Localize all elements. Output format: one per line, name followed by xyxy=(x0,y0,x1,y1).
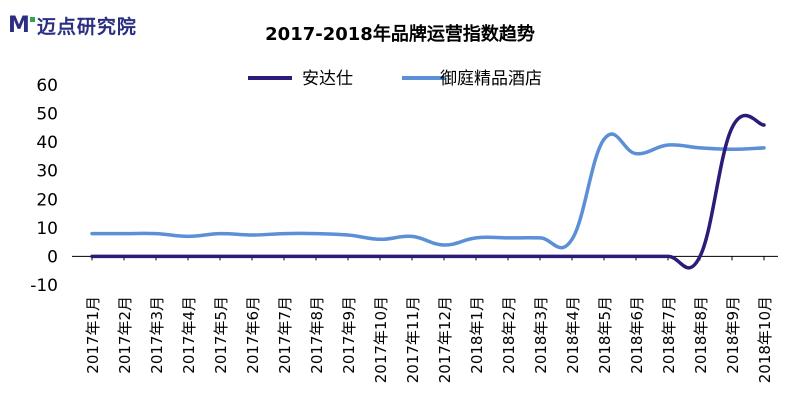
x-tick-label: 2017年4月 xyxy=(180,296,198,374)
x-tick-label: 2017年11月 xyxy=(404,296,422,383)
series-line-1 xyxy=(90,113,766,270)
x-tick-label: 2017年5月 xyxy=(212,296,230,374)
x-tick-label: 2018年7月 xyxy=(660,296,678,374)
x-tick-label: 2018年5月 xyxy=(596,296,614,374)
logo-mark: M xyxy=(8,12,30,38)
x-tick-label: 2017年1月 xyxy=(84,296,102,374)
x-tick-label: 2018年1月 xyxy=(468,296,486,374)
y-tick-label: 50 xyxy=(36,105,58,125)
logo-text: 迈点研究院 xyxy=(36,15,137,38)
legend-label-1: 安达仕 xyxy=(302,69,353,89)
x-tick-label: 2017年3月 xyxy=(148,296,166,374)
x-tick-label: 2018年10月 xyxy=(756,296,774,383)
legend-label-2: 御庭精品酒店 xyxy=(440,69,542,89)
y-tick-label: 60 xyxy=(36,76,58,96)
x-axis: 2017年1月 2017年2月 2017年3月 2017年4月 2017年5月 2017年… xyxy=(72,255,778,383)
x-tick-label: 2018年9月 xyxy=(724,296,742,374)
y-tick-label: 10 xyxy=(36,219,58,239)
x-tick-label: 2017年8月 xyxy=(308,296,326,374)
x-tick-label: 2017年9月 xyxy=(340,296,358,374)
y-tick-label: 20 xyxy=(36,190,58,210)
x-tick-label: 2018年2月 xyxy=(500,296,518,374)
logo-accent-dot xyxy=(29,16,35,22)
x-tick-label: 2017年2月 xyxy=(116,296,134,374)
y-tick-label: -10 xyxy=(30,276,58,296)
x-tick-label: 2017年10月 xyxy=(372,296,390,383)
y-axis: -10 0 10 20 30 40 50 60 xyxy=(30,76,58,296)
x-tick-label: 2018年8月 xyxy=(692,296,710,374)
legend: 安达仕 御庭精品酒店 xyxy=(248,69,542,89)
y-tick-label: 40 xyxy=(36,133,58,153)
series-line-2 xyxy=(90,132,766,250)
x-tick-label: 2018年4月 xyxy=(564,296,582,374)
x-tick-label: 2017年12月 xyxy=(436,296,454,383)
series-lines xyxy=(90,113,766,270)
x-tick-label: 2017年7月 xyxy=(276,296,294,374)
logo: M 迈点研究院 xyxy=(8,12,137,38)
x-tick-label: 2018年6月 xyxy=(628,296,646,374)
y-tick-label: 0 xyxy=(47,247,58,267)
x-tick-label: 2018年3月 xyxy=(532,296,550,374)
chart-title: 2017-2018年品牌运营指数趋势 xyxy=(265,23,535,45)
x-tick-label: 2017年6月 xyxy=(244,296,262,374)
y-tick-label: 30 xyxy=(36,162,58,182)
